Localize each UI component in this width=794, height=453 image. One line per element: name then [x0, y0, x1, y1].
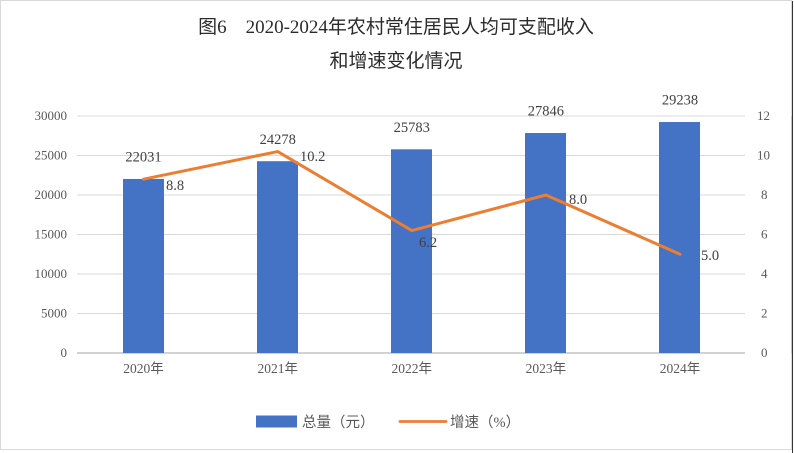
- svg-text:29238: 29238: [662, 93, 698, 109]
- svg-text:8: 8: [761, 187, 768, 202]
- svg-text:0: 0: [61, 345, 68, 360]
- svg-text:30000: 30000: [35, 108, 68, 123]
- svg-text:8.8: 8.8: [166, 178, 184, 194]
- svg-text:2020年: 2020年: [123, 361, 164, 376]
- svg-text:10000: 10000: [35, 266, 68, 281]
- svg-text:10.2: 10.2: [300, 149, 325, 165]
- svg-text:5.0: 5.0: [701, 248, 719, 264]
- svg-text:24278: 24278: [260, 132, 296, 148]
- svg-text:10: 10: [757, 148, 770, 163]
- svg-text:25000: 25000: [35, 148, 68, 163]
- svg-text:5000: 5000: [41, 306, 67, 321]
- svg-text:25783: 25783: [394, 120, 430, 136]
- svg-text:22031: 22031: [125, 150, 161, 166]
- svg-text:20000: 20000: [35, 187, 68, 202]
- svg-text:8.0: 8.0: [569, 192, 587, 208]
- svg-text:2023年: 2023年: [526, 361, 567, 376]
- svg-text:2024年: 2024年: [660, 361, 701, 376]
- svg-text:0: 0: [761, 345, 768, 360]
- svg-text:6: 6: [761, 227, 768, 242]
- svg-text:2022年: 2022年: [392, 361, 433, 376]
- svg-text:增速（%）: 增速（%）: [450, 414, 520, 431]
- svg-text:27846: 27846: [528, 104, 564, 120]
- svg-text:总量（元）: 总量（元）: [302, 414, 375, 431]
- svg-text:4: 4: [761, 266, 768, 281]
- svg-text:6.2: 6.2: [419, 235, 437, 251]
- svg-text:2021年: 2021年: [257, 361, 298, 376]
- svg-text:15000: 15000: [35, 227, 68, 242]
- svg-text:2: 2: [761, 306, 768, 321]
- svg-text:12: 12: [757, 108, 770, 123]
